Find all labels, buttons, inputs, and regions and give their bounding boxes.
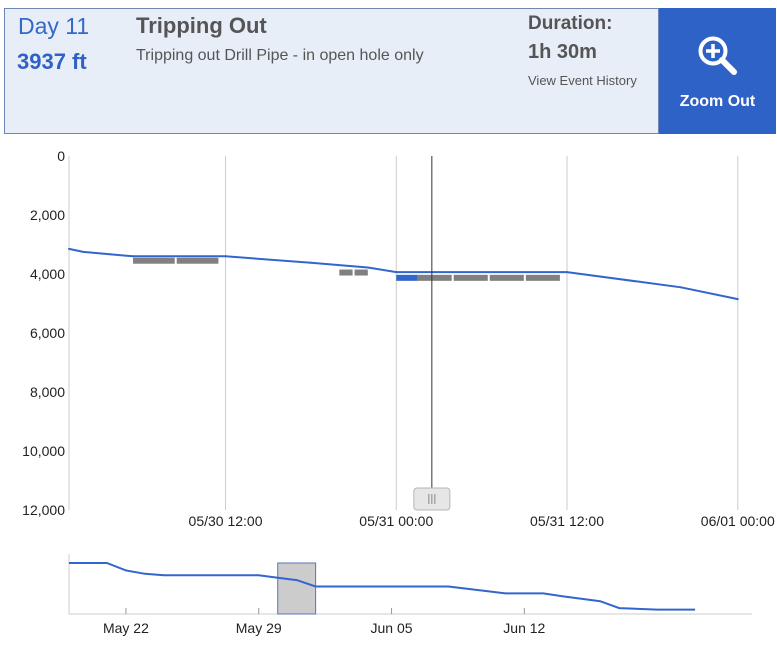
- x-tick-label: 05/31 12:00: [530, 513, 604, 529]
- depth-data-point: [566, 271, 569, 274]
- y-tick-label: 4,000: [30, 266, 65, 282]
- depth-data-point: [132, 255, 135, 258]
- event-bar[interactable]: [489, 274, 524, 281]
- event-bar[interactable]: [417, 274, 452, 281]
- depth-data-point: [736, 298, 739, 301]
- depth-series-line: [68, 247, 739, 301]
- y-tick-label: 2,000: [30, 207, 65, 223]
- event-bar[interactable]: [525, 274, 560, 281]
- x-tick-label: 06/01 00:00: [701, 513, 775, 529]
- depth-time-chart[interactable]: 05/30 12:00 05/31 00:00 05/31 12:00 06/01 0…: [0, 140, 777, 651]
- event-bar[interactable]: [453, 274, 488, 281]
- depth-data-point: [309, 261, 312, 264]
- navigator-tick-label: May 22: [103, 620, 149, 636]
- x-tick-label: 05/31 00:00: [359, 513, 433, 529]
- view-event-history-link[interactable]: View Event History: [528, 73, 637, 88]
- event-title: Tripping Out: [136, 13, 267, 38]
- y-tick-label: 0: [57, 148, 65, 164]
- navigator-tick-label: Jun 12: [503, 620, 545, 636]
- event-bar[interactable]: [339, 269, 353, 276]
- x-tick-label: 05/30 12:00: [189, 513, 263, 529]
- depth-data-point: [68, 247, 70, 250]
- zoom-out-button[interactable]: Zoom Out: [659, 8, 776, 134]
- y-tick-label: 10,000: [22, 443, 65, 459]
- event-bar[interactable]: [354, 269, 368, 276]
- navigator-series-line: [69, 562, 696, 611]
- depth-data-point: [679, 286, 682, 289]
- depth-data-point: [82, 250, 85, 253]
- navigator-tick-label: Jun 05: [371, 620, 413, 636]
- event-bar[interactable]: [176, 257, 219, 264]
- navigator-selection-window[interactable]: [277, 562, 317, 615]
- time-cursor-handle[interactable]: [413, 487, 451, 511]
- day-label: Day 11: [18, 13, 90, 39]
- depth-data-point: [224, 255, 227, 258]
- depth-label: 3937 ft: [17, 49, 87, 74]
- selected-event-bar[interactable]: [396, 274, 418, 281]
- event-description: Tripping out Drill Pipe - in open hole o…: [136, 47, 424, 64]
- y-tick-label: 8,000: [30, 384, 65, 400]
- duration-value: 1h 30m: [528, 41, 597, 63]
- zoom-out-label: Zoom Out: [679, 93, 756, 110]
- depth-data-point: [395, 271, 398, 274]
- navigator-tick-label: May 29: [236, 620, 282, 636]
- main-plot-area[interactable]: 05/30 12:00 05/31 00:00 05/31 12:00 06/01 0…: [22, 148, 775, 529]
- depth-data-point: [366, 266, 369, 269]
- duration-label: Duration:: [528, 13, 613, 34]
- y-tick-label: 12,000: [22, 502, 65, 518]
- range-navigator[interactable]: May 22 May 29 Jun 05 Jun 12: [68, 554, 752, 636]
- event-bar[interactable]: [133, 257, 175, 264]
- event-info-panel: Day 11 3937 ft Tripping Out Tripping out…: [4, 8, 659, 134]
- y-tick-label: 6,000: [30, 325, 65, 341]
- zoom-out-magnifier-icon: [698, 36, 737, 75]
